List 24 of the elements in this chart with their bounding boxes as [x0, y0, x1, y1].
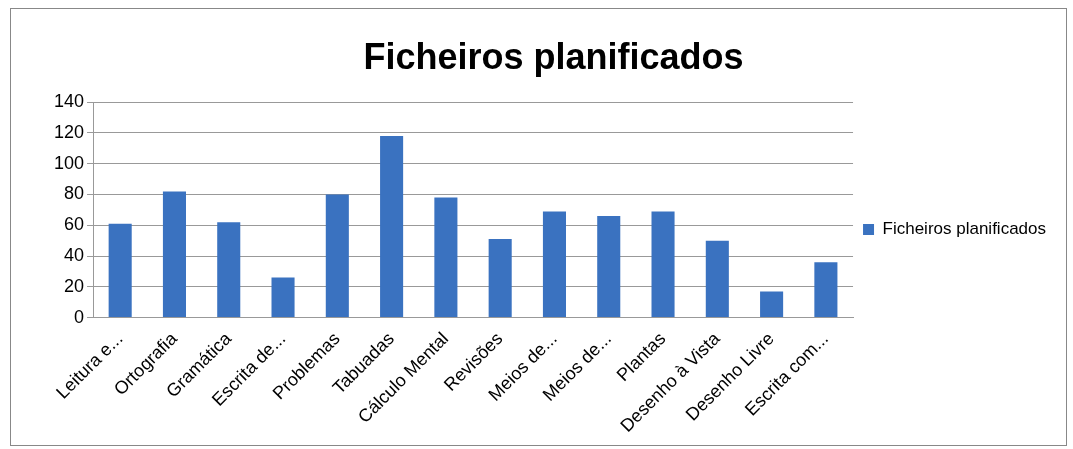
chart-title: Ficheiros planificados — [363, 35, 744, 77]
bar — [651, 211, 675, 318]
y-tick-label: 0 — [74, 306, 85, 327]
bar — [705, 240, 729, 318]
bar — [542, 211, 566, 318]
bar — [760, 291, 784, 318]
bar — [325, 194, 349, 318]
y-tick-label: 100 — [53, 152, 85, 173]
bar — [814, 262, 838, 318]
y-tick-label: 40 — [64, 245, 85, 265]
bar — [271, 277, 295, 318]
y-tick-label: 120 — [53, 121, 85, 142]
bar — [108, 223, 132, 318]
y-tick-label: 20 — [64, 275, 85, 296]
bar — [434, 197, 458, 318]
legend-label: Ficheiros planificados — [882, 219, 1046, 239]
y-tick-label: 140 — [53, 91, 85, 112]
bar — [488, 239, 512, 318]
bar — [380, 136, 404, 318]
bar — [217, 222, 241, 318]
bar — [162, 191, 186, 318]
bar — [597, 216, 621, 318]
y-tick-label: 60 — [64, 214, 85, 235]
y-tick-label: 80 — [64, 183, 85, 204]
